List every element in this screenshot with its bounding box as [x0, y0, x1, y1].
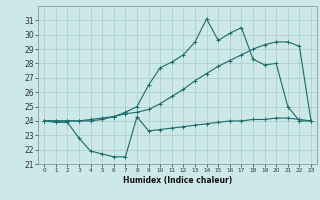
X-axis label: Humidex (Indice chaleur): Humidex (Indice chaleur) [123, 176, 232, 185]
